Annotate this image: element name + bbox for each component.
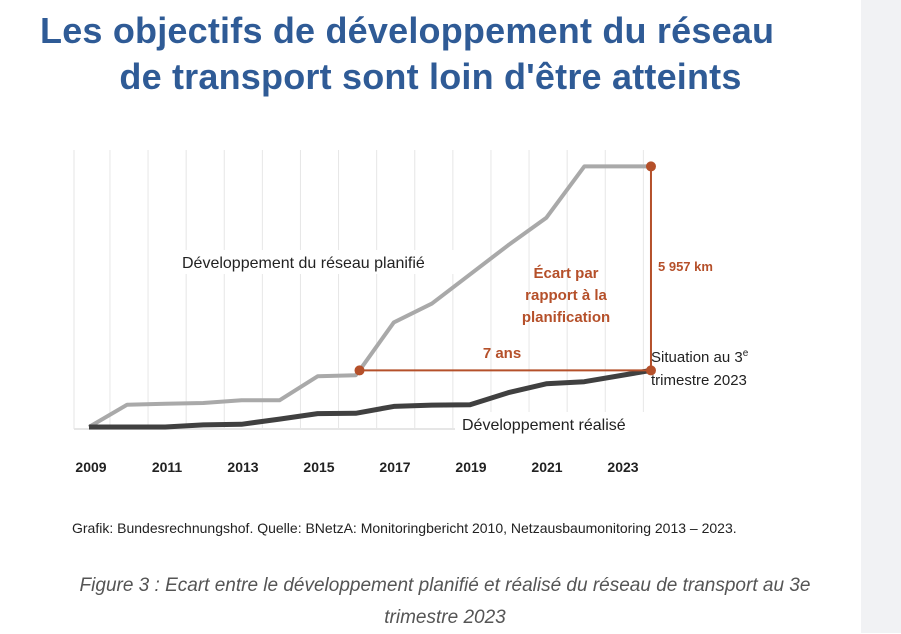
years-label: 7 ans — [483, 345, 521, 362]
situation-label-line-2: trimestre 2023 — [651, 372, 747, 389]
x-tick-label: 2023 — [607, 459, 638, 475]
x-tick-label: 2011 — [152, 459, 183, 475]
x-tick-labels: 2009 2011 2013 2015 2017 2019 2021 2023 — [75, 459, 638, 475]
gap-marker-dot — [354, 365, 365, 376]
source-note: Grafik: Bundesrechnungshof. Quelle: BNet… — [72, 520, 737, 536]
x-tick-label: 2015 — [303, 459, 334, 475]
gap-marker-dot — [645, 365, 656, 376]
gap-km-label: 5 957 km — [658, 259, 713, 274]
gap-annotation — [354, 161, 656, 376]
side-panel — [861, 0, 901, 633]
realized-label-bg — [455, 412, 651, 436]
chart: 2009 2011 2013 2015 2017 2019 2021 2023 Dévelop… — [73, 150, 749, 475]
gap-text-line-3: planification — [522, 309, 610, 326]
planned-label-bg — [176, 250, 458, 274]
page-title: Les objectifs de développement du réseau… — [0, 8, 861, 100]
caption-line-1: Figure 3 : Ecart entre le développement … — [79, 575, 811, 596]
gap-text-line-1: Écart par — [533, 265, 598, 282]
x-tick-label: 2009 — [75, 459, 106, 475]
caption-line-2: trimestre 2023 — [384, 607, 506, 628]
situation-label-line-1: Situation au 3e — [651, 348, 749, 366]
title-line-1: Les objectifs de développement du réseau — [40, 10, 775, 51]
gap-text-line-2: rapport à la — [525, 287, 607, 304]
x-tick-label: 2019 — [455, 459, 486, 475]
x-tick-label: 2021 — [531, 459, 562, 475]
situation-superscript: e — [743, 348, 749, 359]
figure-caption: Figure 3 : Ecart entre le développement … — [30, 570, 860, 634]
realized-series-label: Développement réalisé — [462, 417, 626, 434]
situation-text: Situation au 3 — [651, 349, 743, 366]
title-line-2: de transport sont loin d'être atteints — [119, 56, 742, 97]
gap-marker-dot — [645, 161, 656, 172]
realized-series-line — [89, 367, 652, 430]
x-tick-label: 2013 — [227, 459, 258, 475]
x-tick-label: 2017 — [379, 459, 410, 475]
planned-series-label: Développement du réseau planifié — [182, 255, 425, 272]
